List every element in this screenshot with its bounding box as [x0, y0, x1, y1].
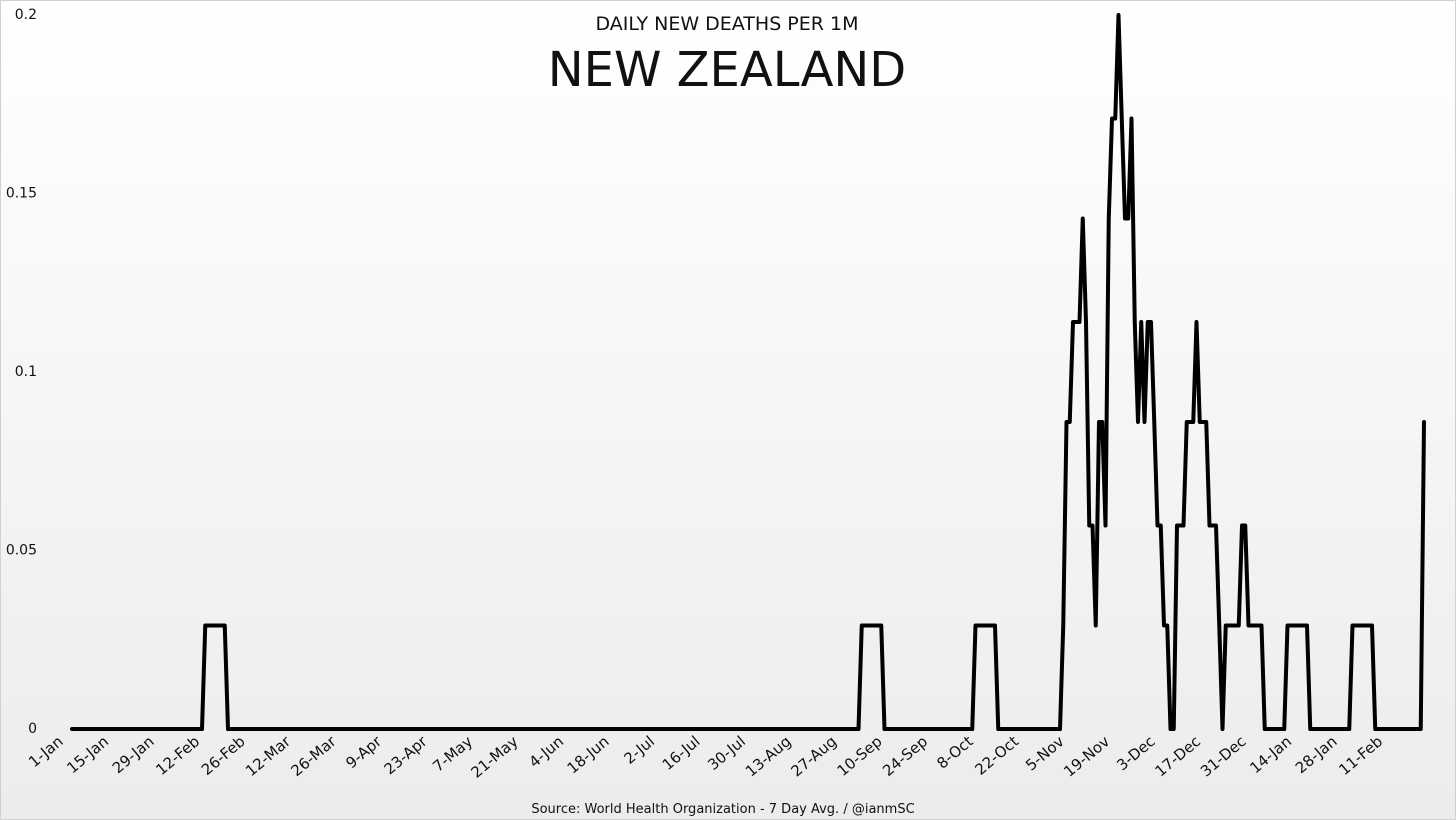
y-tick-label: 0.1 — [15, 364, 37, 380]
y-tick-label: 0 — [28, 721, 37, 737]
y-tick-label: 0.2 — [15, 7, 37, 23]
chart-title: NEW ZEALAND — [548, 42, 907, 98]
y-tick-label: 0.05 — [6, 543, 37, 559]
data-line — [70, 13, 1426, 731]
y-tick-label: 0.15 — [6, 186, 37, 202]
source-note: Source: World Health Organization - 7 Da… — [531, 802, 914, 817]
chart-subtitle: DAILY NEW DEATHS PER 1M — [596, 13, 859, 35]
